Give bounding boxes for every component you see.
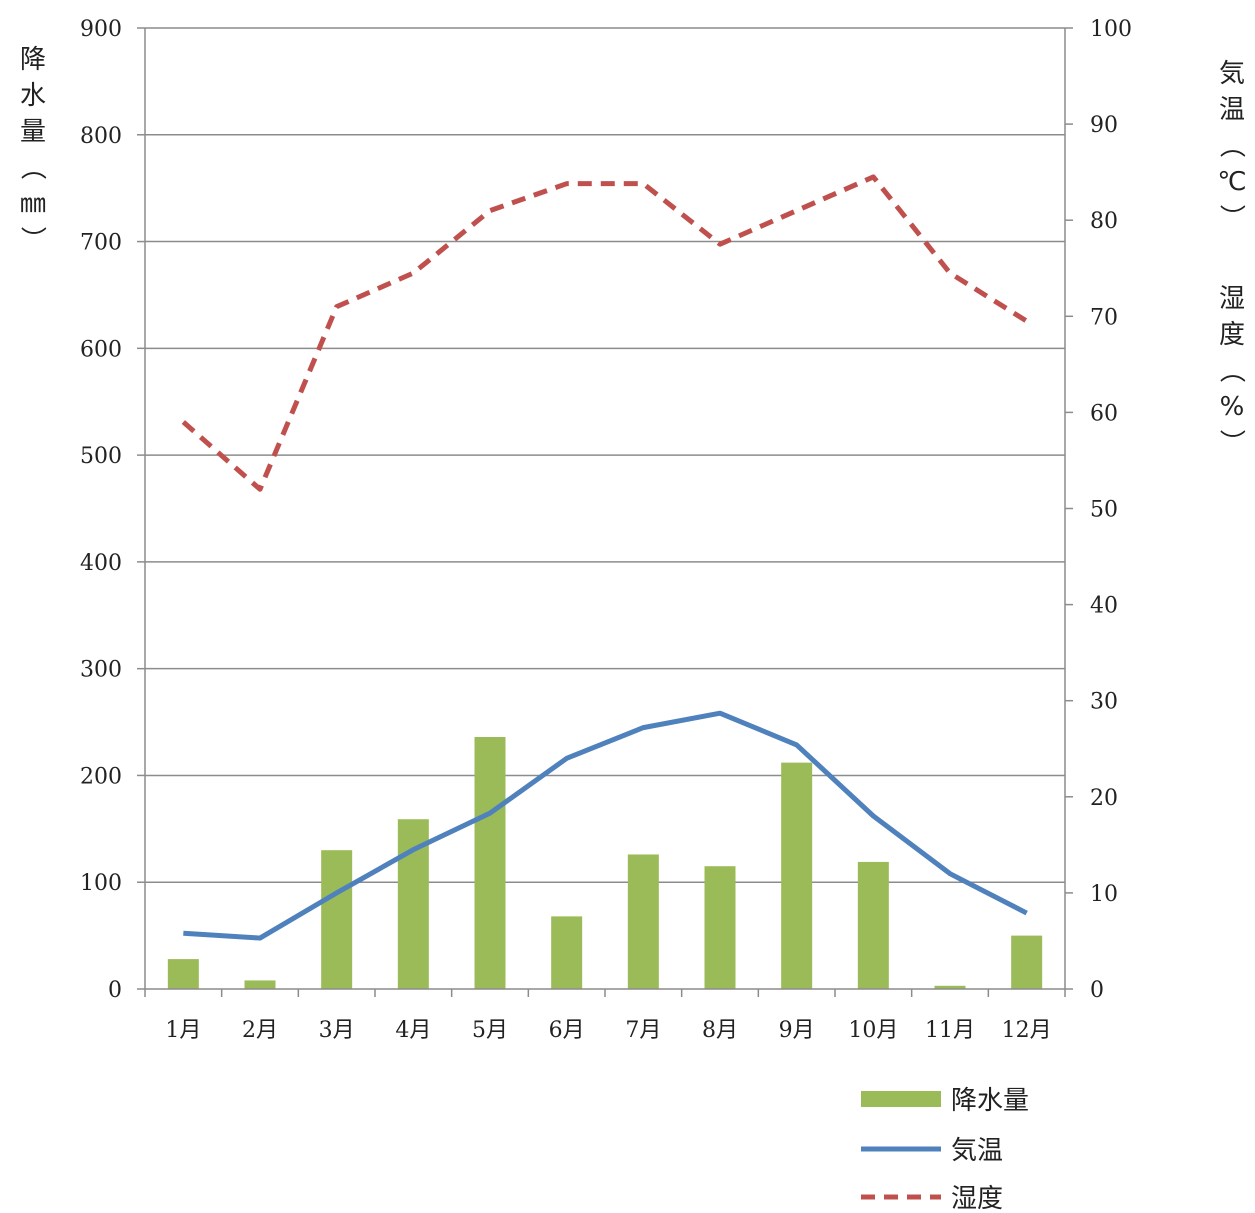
right-tick-label: 50 <box>1090 498 1118 523</box>
right-tick-label: 90 <box>1090 113 1118 138</box>
left-tick-label: 900 <box>80 17 122 42</box>
left-axis-label: 降水量 （ ㎜ ） <box>17 45 47 252</box>
precipitation-bar <box>551 916 583 989</box>
x-tick-label: 7月 <box>625 1018 661 1043</box>
legend-label: 湿度 <box>951 1184 1003 1213</box>
x-tick-label: 4月 <box>395 1018 431 1043</box>
right-axis-label-temperature-char: （ <box>1216 132 1246 158</box>
right-tick-label: 20 <box>1090 786 1118 811</box>
x-tick-label: 2月 <box>242 1018 278 1043</box>
x-tick-label: 12月 <box>1002 1018 1052 1043</box>
left-axis-label-char: ㎜ <box>20 189 46 219</box>
left-axis-label-char: （ <box>17 154 47 180</box>
bar-series <box>167 737 1043 989</box>
right-axis-label-humidity-char: % <box>1220 392 1245 422</box>
right-axis-label-humidity-char: 湿 <box>1219 284 1245 314</box>
precipitation-bar <box>1011 935 1043 989</box>
x-tick-label: 9月 <box>779 1018 815 1043</box>
left-tick-label: 800 <box>80 124 122 149</box>
right-tick-label: 100 <box>1090 17 1132 42</box>
right-axis-label-temperature: 気温 （ ℃ ） <box>1216 59 1247 230</box>
humidity-line <box>181 174 1028 492</box>
precipitation-bar <box>704 866 736 989</box>
right-tick-label: 80 <box>1090 209 1118 234</box>
left-axis-label-char: 量 <box>20 117 46 147</box>
precipitation-bar <box>321 850 353 989</box>
grid-lines <box>145 27 1065 883</box>
left-tick-label: 600 <box>80 337 122 362</box>
left-axis-label-char: ） <box>17 226 47 252</box>
right-axis-label-humidity-char: （ <box>1216 357 1246 383</box>
right-axis-label-temperature-char: ） <box>1216 204 1246 230</box>
left-tick-label: 700 <box>80 231 122 256</box>
right-axis-label-humidity: 湿度 （% ） <box>1216 284 1246 455</box>
right-tick-label: 30 <box>1090 690 1118 715</box>
right-tick-label: 0 <box>1090 978 1104 1003</box>
axes <box>137 27 1073 997</box>
line-series <box>181 174 1028 941</box>
left-axis-label-char: 降 <box>20 45 46 75</box>
precipitation-bar <box>857 861 889 989</box>
precipitation-bar <box>244 980 276 989</box>
right-axis-label-temperature-char: ℃ <box>1217 167 1246 197</box>
x-tick-label: 6月 <box>549 1018 585 1043</box>
precipitation-bar <box>627 854 659 989</box>
legend-label: 降水量 <box>951 1086 1029 1116</box>
left-tick-label: 0 <box>108 978 122 1003</box>
x-tick-labels: 1月 2月 3月 4月 5月 6月 7月 8月 9月 10月 11月 12月 <box>165 1018 1051 1043</box>
precipitation-bar <box>934 985 966 989</box>
x-tick-label: 8月 <box>702 1018 738 1043</box>
x-tick-label: 1月 <box>165 1018 201 1043</box>
x-tick-label: 5月 <box>472 1018 508 1043</box>
x-tick-label: 11月 <box>925 1018 975 1043</box>
left-tick-label: 400 <box>80 551 122 576</box>
left-tick-labels: 0 100 200 300 400 500 600 700 800 900 <box>80 17 122 1003</box>
precipitation-bar <box>474 737 506 989</box>
right-axis-label-temperature-char: 気 <box>1219 59 1245 89</box>
right-tick-label: 40 <box>1090 594 1118 619</box>
legend-swatch-precipitation <box>861 1091 941 1107</box>
x-tick-label: 10月 <box>848 1018 898 1043</box>
left-tick-label: 300 <box>80 658 122 683</box>
right-axis-label-temperature-char: 温 <box>1219 95 1245 125</box>
right-tick-labels: 0 10 20 30 40 50 60 70 80 90 100 <box>1090 17 1132 1003</box>
axis-labels: 降水量 （ ㎜ ） 気温 （ ℃ ） 湿度 （% ） <box>17 45 1247 455</box>
temperature-line <box>183 710 1028 941</box>
left-tick-label: 500 <box>80 444 122 469</box>
right-tick-label: 70 <box>1090 305 1118 330</box>
x-tick-label: 3月 <box>319 1018 355 1043</box>
precipitation-bar <box>781 762 813 989</box>
left-axis-label-char: 水 <box>20 81 46 111</box>
right-tick-label: 10 <box>1090 882 1118 907</box>
precipitation-bar <box>167 959 199 989</box>
right-axis-label-humidity-char: ） <box>1216 429 1246 455</box>
right-axis-label-humidity-char: 度 <box>1219 320 1245 350</box>
left-tick-label: 200 <box>80 764 122 789</box>
left-tick-label: 100 <box>80 871 122 896</box>
right-tick-label: 60 <box>1090 401 1118 426</box>
legend-label: 気温 <box>951 1136 1003 1166</box>
